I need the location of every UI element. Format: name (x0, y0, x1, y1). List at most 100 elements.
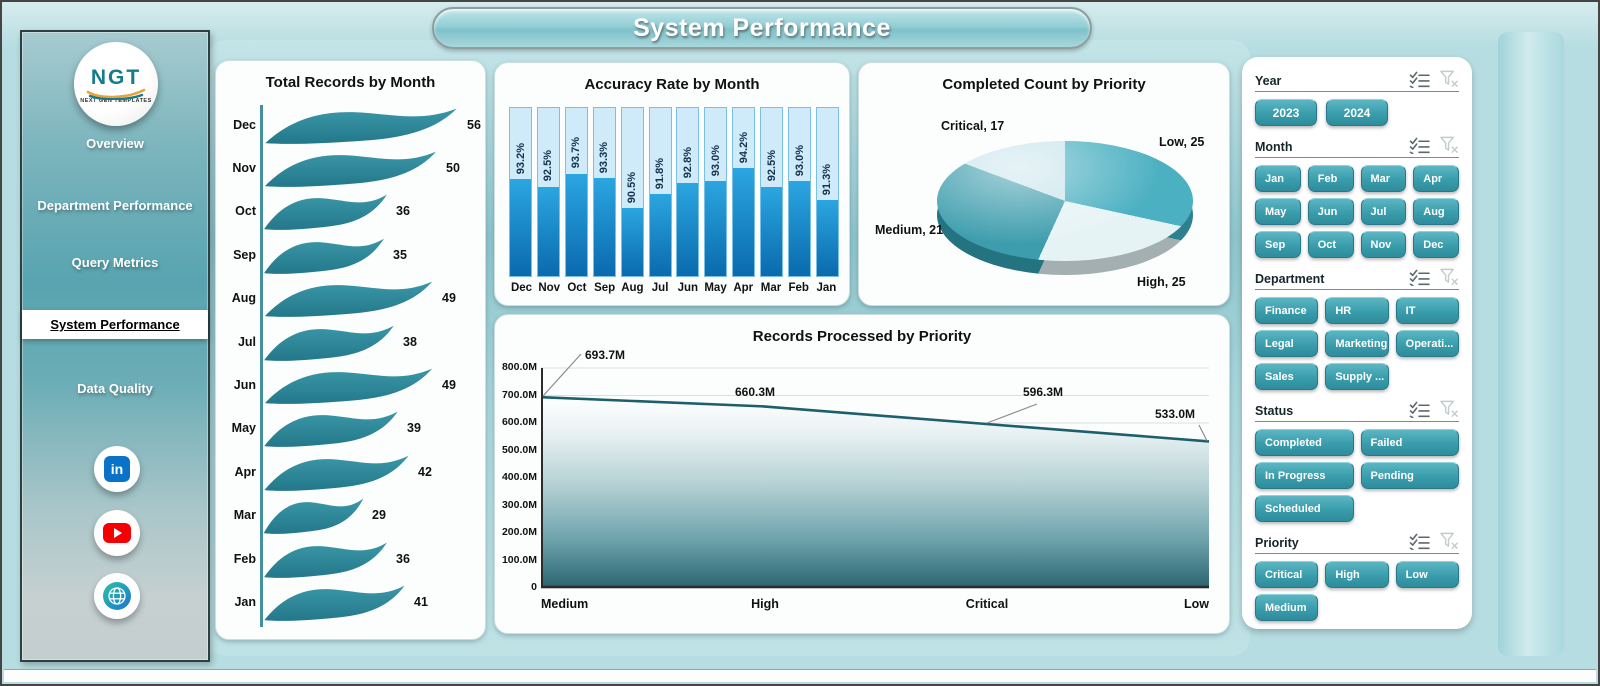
accuracy-bar[interactable]: 93.7% (564, 107, 588, 277)
accuracy-bar[interactable]: 91.3% (815, 107, 839, 277)
accuracy-bars: 93.2% 92.5% 93.7% 93.3% 90.5% 91.8% 92.8% 93.0%… (509, 107, 839, 277)
wave-bar[interactable] (262, 235, 386, 275)
y-tick-label: 700.0M (501, 388, 537, 401)
wave-bar[interactable] (262, 148, 439, 188)
accuracy-bar[interactable]: 92.5% (536, 107, 560, 277)
filter-button-supply-[interactable]: Supply ... (1325, 363, 1389, 390)
total-records-row: Oct 36 (216, 190, 485, 233)
filter-button-it[interactable]: IT (1395, 297, 1459, 324)
filter-button-feb[interactable]: Feb (1307, 165, 1354, 192)
sidebar-item-query-metrics[interactable]: Query Metrics (71, 255, 159, 270)
sidebar-item-data-quality[interactable]: Data Quality (77, 381, 153, 396)
filter-button-apr[interactable]: Apr (1413, 165, 1459, 192)
total-records-row: Jun 49 (216, 363, 485, 406)
filter-button-legal[interactable]: Legal (1255, 330, 1319, 357)
select-all-icon[interactable] (1409, 137, 1430, 154)
filter-button-mar[interactable]: Mar (1360, 165, 1407, 192)
wave-bar[interactable] (262, 408, 400, 448)
select-all-icon[interactable] (1409, 269, 1430, 286)
wave-bar[interactable] (262, 278, 435, 318)
wave-bar[interactable] (262, 495, 365, 535)
clear-filter-icon[interactable] (1439, 267, 1459, 286)
data-label: 533.0M (1155, 407, 1196, 421)
accuracy-bar[interactable]: 93.0% (704, 107, 728, 277)
bar-value-label: 93.0% (793, 144, 806, 177)
clear-filter-icon[interactable] (1439, 135, 1459, 154)
y-tick-label: 100.0M (501, 553, 537, 566)
filter-button-completed[interactable]: Completed (1255, 429, 1354, 456)
value-label: 49 (442, 291, 456, 306)
filter-button-high[interactable]: High (1325, 561, 1389, 588)
filter-button-may[interactable]: May (1255, 198, 1301, 225)
sidebar-item-system-performance[interactable]: System Performance (22, 310, 208, 339)
filter-button-2024[interactable]: 2024 (1326, 99, 1388, 126)
accuracy-bar[interactable]: 94.2% (732, 107, 756, 277)
logo-caption: NEXT GEN TEMPLATES (80, 98, 152, 104)
value-label: 39 (407, 421, 421, 436)
filter-panel: Year 2023 2024 Month Jan Feb Mar Apr May Jun Ju… (1242, 57, 1472, 629)
filter-button-in-progress[interactable]: In Progress (1255, 462, 1354, 489)
area-chart[interactable] (540, 353, 1210, 589)
filter-header: Year (1255, 69, 1459, 92)
wave-bar[interactable] (262, 105, 460, 145)
filter-button-critical[interactable]: Critical (1255, 561, 1319, 588)
filter-button-medium[interactable]: Medium (1255, 594, 1319, 621)
filter-title: Month (1255, 140, 1293, 154)
filter-button-finance[interactable]: Finance (1255, 297, 1319, 324)
sidebar-item-department-performance[interactable]: Department Performance (37, 198, 193, 213)
month-label: Nov (538, 282, 561, 294)
y-tick-label: 600.0M (501, 416, 537, 428)
filter-button-scheduled[interactable]: Scheduled (1255, 495, 1354, 522)
filter-button-failed[interactable]: Failed (1360, 429, 1459, 456)
accuracy-bar[interactable]: 92.5% (760, 107, 784, 277)
filter-button-low[interactable]: Low (1395, 561, 1459, 588)
clear-filter-icon[interactable] (1439, 69, 1459, 88)
filter-button-jun[interactable]: Jun (1307, 198, 1354, 225)
select-all-icon[interactable] (1409, 401, 1430, 418)
sidebar-item-overview[interactable]: Overview (86, 136, 144, 151)
linkedin-button[interactable]: in (94, 446, 140, 492)
filter-button-hr[interactable]: HR (1325, 297, 1389, 324)
filter-button-marketing[interactable]: Marketing (1325, 330, 1389, 357)
filter-button-2023[interactable]: 2023 (1255, 99, 1317, 126)
filter-button-jul[interactable]: Jul (1360, 198, 1407, 225)
accuracy-bar[interactable]: 90.5% (620, 107, 644, 277)
filter-button-sales[interactable]: Sales (1255, 363, 1319, 390)
pie-label-critical: Critical, 17 (941, 119, 1005, 133)
filter-button-aug[interactable]: Aug (1413, 198, 1459, 225)
filter-button-operati-[interactable]: Operati... (1395, 330, 1459, 357)
website-button[interactable] (94, 573, 140, 619)
youtube-button[interactable] (94, 510, 140, 556)
total-records-rows: Dec 56 Nov 50 Oct 36 Sep 35 Aug 49 Jul 38 Jun 49 May 39… (216, 103, 485, 624)
clear-filter-icon[interactable] (1439, 399, 1459, 418)
select-all-icon[interactable] (1409, 533, 1430, 550)
wave-bar[interactable] (262, 539, 389, 579)
accuracy-bar[interactable]: 93.0% (788, 107, 812, 277)
filter-button-oct[interactable]: Oct (1307, 231, 1354, 258)
filter-button-jan[interactable]: Jan (1255, 165, 1301, 192)
wave-bar[interactable] (262, 365, 435, 405)
accuracy-bar[interactable]: 92.8% (676, 107, 700, 277)
accuracy-bar[interactable]: 93.3% (592, 107, 616, 277)
filter-button-sep[interactable]: Sep (1255, 231, 1301, 258)
pie-chart[interactable] (937, 141, 1193, 261)
bottom-scrollbar[interactable] (4, 669, 1596, 682)
data-label: 693.7M (585, 348, 626, 362)
month-label: Jul (651, 282, 669, 294)
wave-bar[interactable] (262, 452, 411, 492)
accuracy-bar[interactable]: 93.2% (509, 107, 532, 277)
x-label-critical: Critical (965, 597, 1009, 611)
filter-section-department: Department Finance HR IT Legal Marketing Oper… (1255, 267, 1459, 390)
filter-section-priority: Priority Critical High Low Medium (1255, 531, 1459, 621)
clear-filter-icon[interactable] (1439, 531, 1459, 550)
y-tick-label: 200.0M (501, 526, 537, 538)
wave-bar[interactable] (262, 582, 407, 622)
filter-button-nov[interactable]: Nov (1360, 231, 1407, 258)
filter-button-dec[interactable]: Dec (1413, 231, 1459, 258)
wave-bar[interactable] (262, 322, 396, 362)
accuracy-bar[interactable]: 91.8% (648, 107, 672, 277)
filter-button-pending[interactable]: Pending (1360, 462, 1459, 489)
month-label: Apr (234, 464, 256, 479)
wave-bar[interactable] (262, 191, 389, 231)
select-all-icon[interactable] (1409, 71, 1430, 88)
